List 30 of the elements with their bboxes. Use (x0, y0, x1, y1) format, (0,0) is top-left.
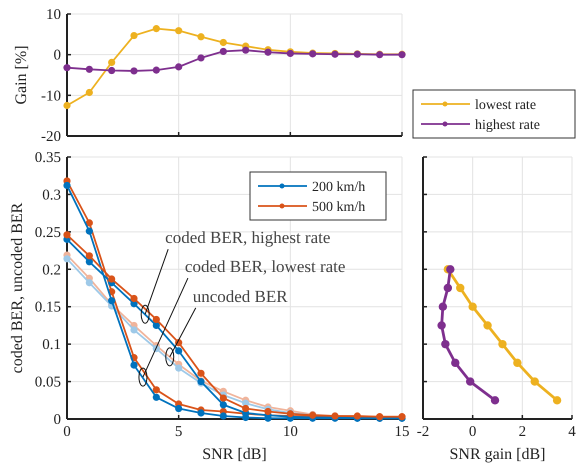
x-tick-label: 2 (518, 424, 526, 440)
y-axis-title: coded BER, uncoded BER (9, 202, 26, 374)
x-tick-label: 0 (468, 424, 476, 440)
y-tick-label: 0 (54, 48, 61, 64)
x-tick-label: 5 (174, 424, 182, 440)
annotation: coded BER, highest rate (165, 228, 330, 248)
y-tick-label: 0.35 (34, 150, 61, 166)
x-tick-label: 15 (394, 424, 410, 440)
legend-label: highest rate (475, 118, 540, 133)
x-tick-label: 10 (282, 424, 298, 440)
y-tick-label: 0.05 (34, 374, 61, 391)
x-tick-label: -2 (416, 424, 430, 440)
x-axis-title: SNR [dB] (202, 446, 267, 463)
y-tick-label: -20 (41, 129, 61, 145)
y-tick-label: 0 (54, 412, 61, 428)
y-tick-label: 0.25 (34, 224, 61, 241)
y-tick-label: -10 (41, 88, 61, 104)
annotation: uncoded BER (192, 286, 288, 306)
y-tick-label: 0.3 (42, 187, 61, 204)
legend-label: lowest rate (475, 98, 536, 113)
y-tick-label: 0.2 (42, 262, 61, 278)
y-axis-title: Gain [%] (13, 45, 30, 105)
legend-label: 200 km/h (312, 180, 366, 195)
y-tick-label: 0.15 (34, 300, 61, 316)
y-tick-label: 10 (46, 7, 61, 23)
x-axis-title: SNR gain [dB] (450, 446, 546, 463)
annotation: coded BER, lowest rate (184, 257, 346, 276)
legend-label: 500 km/h (312, 200, 366, 215)
y-tick-label: 0.1 (42, 337, 61, 354)
x-tick-label: 4 (568, 424, 576, 440)
